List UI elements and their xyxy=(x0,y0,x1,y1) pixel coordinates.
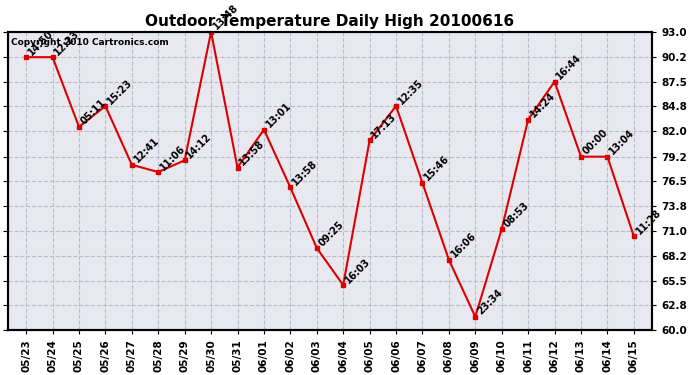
Text: 17:13: 17:13 xyxy=(370,111,399,140)
Text: 12:35: 12:35 xyxy=(396,77,425,106)
Text: 14:50: 14:50 xyxy=(26,28,55,57)
Text: 00:00: 00:00 xyxy=(581,128,610,157)
Text: 16:44: 16:44 xyxy=(555,53,584,82)
Text: 09:25: 09:25 xyxy=(317,219,346,248)
Text: Copyright 2010 Cartronics.com: Copyright 2010 Cartronics.com xyxy=(11,38,168,47)
Text: 16:03: 16:03 xyxy=(343,256,372,285)
Text: 13:01: 13:01 xyxy=(264,100,293,129)
Text: 15:23: 15:23 xyxy=(106,77,135,106)
Text: 23:34: 23:34 xyxy=(475,288,504,317)
Text: 05:11: 05:11 xyxy=(79,98,108,127)
Text: 13:58: 13:58 xyxy=(290,158,319,188)
Text: 13:48: 13:48 xyxy=(211,3,240,32)
Text: 12:23: 12:23 xyxy=(52,28,81,57)
Text: 11:06: 11:06 xyxy=(158,143,187,172)
Text: 14:12: 14:12 xyxy=(185,131,214,160)
Text: 08:53: 08:53 xyxy=(502,200,531,229)
Text: 14:24: 14:24 xyxy=(528,91,557,120)
Text: 16:06: 16:06 xyxy=(449,231,478,260)
Text: 12:41: 12:41 xyxy=(132,136,161,165)
Text: 15:46: 15:46 xyxy=(422,154,451,183)
Text: 11:28: 11:28 xyxy=(634,207,663,236)
Text: 13:04: 13:04 xyxy=(607,128,636,157)
Title: Outdoor Temperature Daily High 20100616: Outdoor Temperature Daily High 20100616 xyxy=(146,14,515,29)
Text: 13:58: 13:58 xyxy=(237,138,266,168)
